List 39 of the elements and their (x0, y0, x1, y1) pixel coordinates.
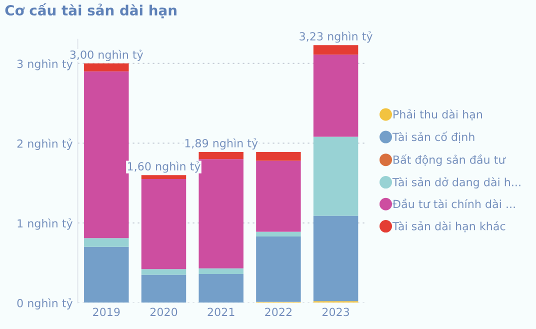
bar (141, 274, 186, 303)
legend-label: Phải thu dài hạn (394, 109, 482, 120)
bar (141, 175, 186, 180)
bar (256, 152, 301, 161)
x-tick-label: 2023 (322, 308, 350, 316)
y-tick-label: 0 nghìn tỷ (17, 298, 73, 310)
bar (313, 136, 358, 216)
bar (198, 268, 244, 274)
bar (84, 63, 129, 72)
bar (84, 238, 129, 247)
total-label: 3,00 nghìn tỷ (70, 50, 144, 62)
bar (198, 152, 244, 160)
x-tick-label: 2021 (208, 308, 234, 316)
legend-label: Tài sản cố định (392, 132, 474, 143)
bar (313, 54, 358, 137)
legend-label: Bất động sản đầu tư (394, 154, 506, 166)
bar (313, 216, 358, 302)
bar (198, 159, 244, 268)
bar (84, 246, 129, 303)
bar (256, 232, 301, 236)
chart-title: Cơ cấu tài sản dài hạn (5, 3, 176, 18)
x-tick-label: 2019 (93, 308, 120, 316)
x-tick-label: 2022 (265, 308, 292, 316)
bar (84, 71, 129, 238)
bar (313, 45, 358, 55)
bar (256, 236, 301, 302)
y-tick-label: 2 nghìn tỷ (17, 138, 73, 150)
total-label: 1,60 nghìn tỷ (128, 161, 200, 173)
bar (141, 269, 186, 275)
bar (198, 274, 244, 303)
x-tick-label: 2020 (150, 308, 178, 316)
legend-label: Tài sản dài hạn khác (392, 221, 506, 232)
legend-label: Đầu tư tài chính dài ... (392, 198, 515, 208)
bar (141, 179, 186, 270)
y-tick-label: 1 nghìn tỷ (18, 218, 73, 230)
legend-label: Tài sản dở dang dài h... (392, 177, 520, 188)
total-label: 3,23 nghìn tỷ (300, 31, 372, 43)
total-label: 1,89 nghìn tỷ (185, 138, 258, 150)
bar (256, 160, 301, 232)
